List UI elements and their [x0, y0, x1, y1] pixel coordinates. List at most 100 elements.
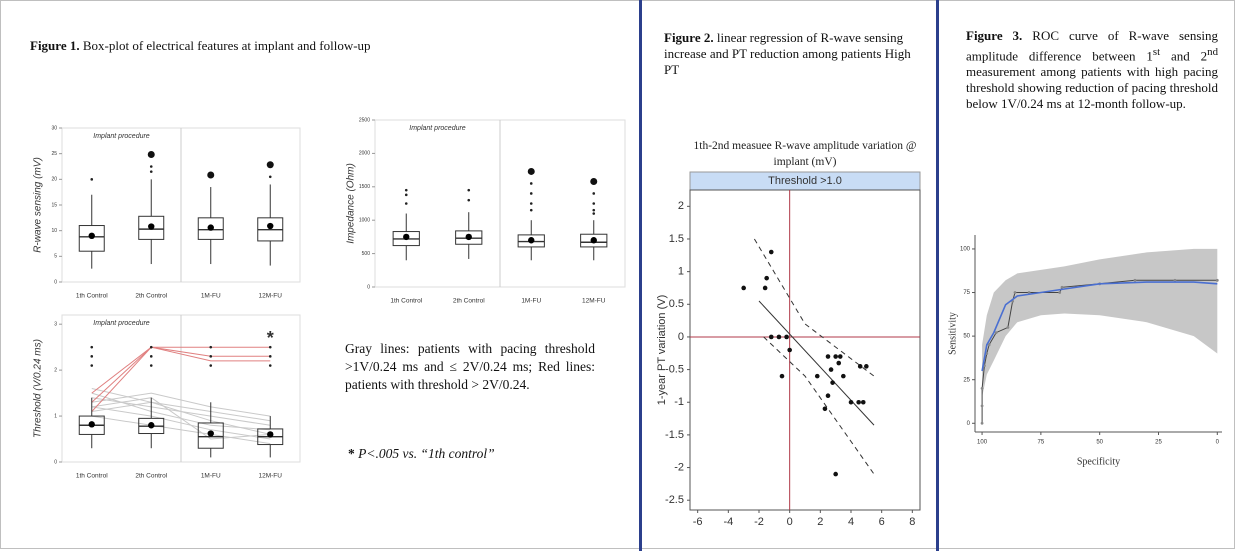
x-tick-label: 12M-FU — [259, 473, 283, 480]
panel-label: Implant procedure — [93, 133, 150, 140]
y-tick-label: 1 — [54, 413, 57, 419]
point — [825, 354, 831, 359]
point — [836, 360, 842, 366]
sig-mark — [207, 171, 215, 179]
y-tick-label: 15 — [51, 202, 57, 208]
point — [741, 285, 746, 291]
y-tick-label: 0 — [678, 331, 684, 343]
point — [822, 406, 828, 412]
y-tick-label: 3 — [54, 322, 57, 328]
mean — [88, 421, 95, 428]
point — [841, 373, 846, 379]
outlier — [467, 188, 471, 192]
mean — [148, 223, 155, 230]
y-tick-label: 10 — [51, 228, 57, 234]
outlier — [149, 170, 153, 173]
y-tick-label: 0 — [54, 459, 57, 465]
point — [764, 275, 769, 281]
y-axis-label: Threshold (V/0.24 ms) — [33, 339, 44, 438]
outlier — [404, 202, 408, 205]
x-tick-label: 4 — [848, 516, 854, 528]
mean — [528, 237, 535, 244]
outlier — [268, 175, 272, 179]
caption-text: measurement among patients with high pac… — [966, 64, 1218, 112]
patient-line — [91, 415, 271, 445]
mean — [88, 232, 95, 239]
x-tick-label: -2 — [754, 516, 764, 528]
sig-mark — [266, 161, 274, 169]
roc-point — [1013, 291, 1017, 294]
note: Gray lines: patients with pacing thresho… — [345, 341, 595, 392]
mean — [148, 422, 155, 429]
x-tick-label: 0 — [1216, 440, 1220, 446]
roc-point — [987, 343, 991, 347]
figure-caption: Figure 1. Box-plot of electrical feature… — [30, 38, 620, 54]
footnote-text: P<.005 vs. “1th control” — [358, 446, 495, 461]
outlier — [90, 178, 94, 181]
y-tick-label: 1500 — [359, 184, 370, 190]
sig-mark — [590, 177, 598, 185]
point — [768, 249, 774, 255]
y-tick-label: 2500 — [359, 117, 370, 123]
y-tick-label: 1 — [678, 266, 684, 278]
y-tick-label: 5 — [54, 254, 57, 260]
y-axis-label: R-wave sensing (mV) — [33, 157, 44, 253]
outlier — [592, 212, 596, 215]
point — [848, 399, 854, 405]
patient-line — [91, 392, 271, 417]
confidence-band — [982, 248, 1218, 398]
patient-line — [91, 397, 271, 440]
outlier — [529, 202, 533, 205]
mean — [207, 224, 214, 231]
caption-sup: st — [1152, 46, 1161, 58]
outlier — [268, 345, 272, 349]
point — [768, 334, 774, 340]
panel-label: Implant procedure — [93, 320, 150, 327]
y-tick-label: -2 — [674, 461, 684, 473]
figure-caption: Figure 2. linear regression of R-wave se… — [664, 30, 926, 78]
y-tick-label: -2.5 — [665, 494, 684, 506]
point — [860, 399, 866, 405]
separator — [936, 0, 939, 551]
x-tick-label: 1M-FU — [521, 298, 541, 305]
outlier — [404, 193, 408, 197]
figure-label: Figure 2. — [664, 30, 714, 45]
x-tick-label: 0 — [787, 516, 793, 528]
point — [833, 354, 838, 359]
sig-mark — [527, 167, 535, 175]
point — [784, 334, 789, 340]
outlier — [149, 165, 153, 168]
figure-caption: Figure 3. ROC curve of R-wave sensing am… — [966, 28, 1218, 112]
roc-point — [1173, 278, 1177, 282]
x-tick-label: 75 — [1038, 440, 1045, 446]
point — [856, 399, 861, 405]
roc-point — [980, 421, 984, 425]
box — [580, 233, 608, 248]
y-tick-label: 0 — [967, 421, 971, 427]
box — [197, 422, 224, 449]
x-tick-label: 2th Control — [453, 298, 485, 305]
roc-point — [1058, 291, 1062, 294]
y-tick-label: 2000 — [359, 151, 370, 157]
y-tick-label: 25 — [51, 151, 57, 157]
outlier — [592, 202, 596, 205]
outlier — [209, 345, 213, 349]
y-axis-label: 1-year PT variation (V) — [656, 295, 668, 405]
caption-text: Box-plot of electrical features at impla… — [82, 38, 371, 53]
y-tick-label: 20 — [51, 177, 57, 183]
figure-label: Figure 3. — [966, 28, 1023, 43]
x-tick-label: 1M-FU — [201, 293, 221, 300]
y-tick-label: 100 — [960, 247, 971, 253]
sig-mark — [147, 151, 155, 158]
outlier — [90, 345, 94, 349]
roc-point — [1060, 285, 1064, 289]
x-tick-label: 6 — [879, 516, 885, 528]
point — [762, 285, 768, 291]
point — [837, 354, 843, 359]
point — [828, 367, 834, 372]
mean — [267, 431, 274, 438]
patient-line — [91, 406, 271, 440]
x-tick-label: 12M-FU — [582, 298, 606, 305]
caption-text: and 2 — [1160, 48, 1208, 64]
y-tick-label: -1.5 — [665, 429, 684, 441]
